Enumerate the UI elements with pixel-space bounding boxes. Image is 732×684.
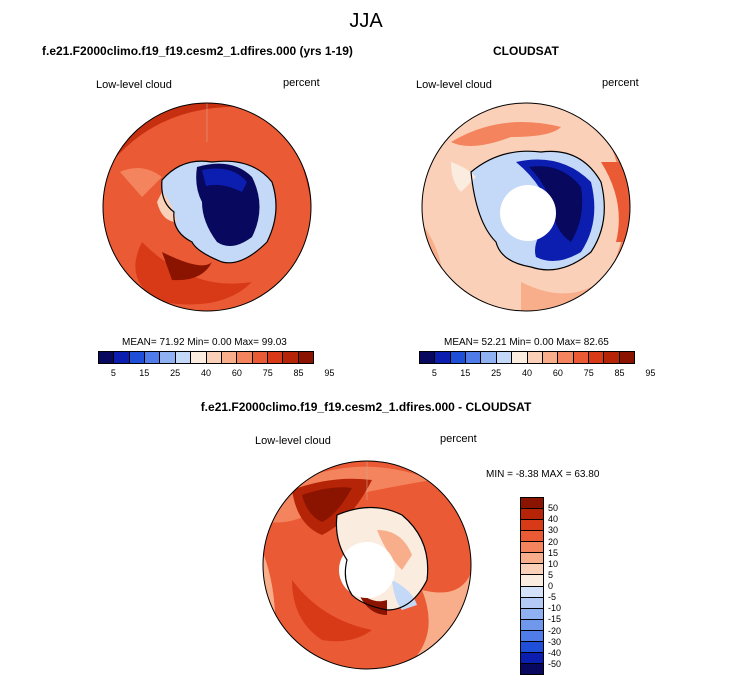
colorbar-swatch: [298, 352, 314, 363]
main-title: JJA: [349, 10, 383, 32]
colorbar-tick-label: -40: [548, 647, 562, 658]
colorbar-tick-label: 75: [583, 368, 594, 378]
colorbar-tick-label: -10: [548, 603, 562, 614]
colorbar-tick-label: 0: [548, 581, 554, 591]
colorbar-swatch: [481, 352, 497, 363]
panel-1-colorbar: [98, 351, 314, 364]
panel-2-stats: MEAN= 52.21 Min= 0.00 Max= 82.65: [444, 337, 609, 348]
colorbar-swatch: [450, 352, 467, 363]
colorbar-swatch: [521, 531, 543, 543]
colorbar-tick-label: 40: [200, 368, 212, 378]
panel-2-colorbar: [419, 351, 635, 364]
colorbar-swatch: [521, 663, 543, 674]
colorbar-swatch: [521, 575, 543, 587]
colorbar-tick-label: -5: [548, 592, 557, 603]
colorbar-tick-label: 60: [552, 368, 563, 378]
colorbar-tick-label: 5: [110, 368, 116, 378]
colorbar-swatch: [267, 352, 284, 363]
colorbar-tick-label: 85: [614, 368, 625, 378]
panel-1-units: percent: [283, 77, 320, 89]
colorbar-swatch: [527, 352, 543, 363]
colorbar-swatch: [588, 352, 605, 363]
colorbar-tick-label: 95: [324, 368, 335, 378]
colorbar-swatch: [175, 352, 192, 363]
colorbar-swatch: [521, 597, 543, 609]
colorbar-swatch: [206, 352, 222, 363]
panel-3-colorbar: [520, 497, 544, 675]
colorbar-swatch: [521, 608, 543, 620]
colorbar-swatch: [521, 641, 543, 653]
colorbar-swatch: [496, 352, 513, 363]
colorbar-swatch: [221, 352, 238, 363]
colorbar-swatch: [99, 352, 115, 363]
colorbar-swatch: [521, 564, 543, 576]
colorbar-tick-label: 25: [170, 368, 181, 378]
colorbar-tick-label: 15: [460, 368, 471, 378]
colorbar-tick-label: 40: [548, 514, 559, 525]
panel-2-variable: Low-level cloud: [416, 79, 492, 91]
panel-2-units: percent: [602, 77, 639, 89]
colorbar-swatch: [114, 352, 130, 363]
colorbar-swatch: [191, 352, 207, 363]
colorbar-tick-label: 15: [548, 547, 559, 558]
panel-1-variable: Low-level cloud: [96, 79, 172, 91]
colorbar-tick-label: 95: [645, 368, 656, 378]
colorbar-swatch: [237, 352, 253, 363]
colorbar-swatch: [521, 542, 543, 554]
colorbar-swatch: [558, 352, 574, 363]
colorbar-swatch: [512, 352, 528, 363]
colorbar-tick-label: 50: [548, 503, 559, 514]
colorbar-swatch: [145, 352, 161, 363]
colorbar-tick-label: 30: [548, 525, 559, 536]
colorbar-swatch: [129, 352, 146, 363]
colorbar-swatch: [542, 352, 559, 363]
colorbar-swatch: [573, 352, 589, 363]
colorbar-swatch: [160, 352, 176, 363]
colorbar-tick-label: -15: [548, 614, 562, 625]
colorbar-swatch: [521, 586, 543, 598]
colorbar-tick-label: 85: [293, 368, 304, 378]
panel-1-title: f.e21.F2000climo.f19_f19.cesm2_1.dfires.…: [42, 44, 353, 58]
panel-1-map: [102, 102, 312, 312]
panel-2-title: CLOUDSAT: [493, 44, 559, 58]
colorbar-swatch: [604, 352, 620, 363]
colorbar-swatch: [619, 352, 635, 363]
colorbar-swatch: [521, 520, 543, 532]
colorbar-swatch: [521, 553, 543, 565]
colorbar-tick-label: 5: [431, 368, 437, 378]
colorbar-tick-label: 40: [521, 368, 533, 378]
colorbar-tick-label: 10: [548, 558, 559, 569]
colorbar-tick-label: 75: [262, 368, 273, 378]
colorbar-tick-label: -20: [548, 625, 562, 636]
panel-3-stats: MIN = -8.38 MAX = 63.80: [486, 469, 600, 480]
colorbar-swatch: [252, 352, 268, 363]
panel-3-title: f.e21.F2000climo.f19_f19.cesm2_1.dfires.…: [200, 400, 532, 414]
panel-3-map: [262, 460, 472, 670]
colorbar-swatch: [521, 619, 543, 631]
colorbar-swatch: [521, 509, 543, 521]
colorbar-tick-label: 60: [231, 368, 242, 378]
colorbar-swatch: [521, 630, 543, 642]
colorbar-tick-label: 25: [491, 368, 502, 378]
colorbar-swatch: [466, 352, 482, 363]
colorbar-swatch: [521, 652, 543, 664]
colorbar-tick-label: 15: [139, 368, 150, 378]
panel-3-variable: Low-level cloud: [255, 435, 331, 447]
colorbar-tick-label: 20: [548, 536, 559, 547]
colorbar-swatch: [420, 352, 436, 363]
panel-1-stats: MEAN= 71.92 Min= 0.00 Max= 99.03: [122, 337, 287, 348]
colorbar-tick-label: -50: [548, 658, 562, 669]
colorbar-swatch: [521, 498, 543, 510]
panel-2-map: [421, 102, 631, 312]
colorbar-swatch: [283, 352, 299, 363]
colorbar-swatch: [435, 352, 451, 363]
colorbar-tick-label: 5: [548, 569, 554, 580]
panel-3-units: percent: [440, 433, 477, 445]
colorbar-tick-label: -30: [548, 636, 562, 647]
